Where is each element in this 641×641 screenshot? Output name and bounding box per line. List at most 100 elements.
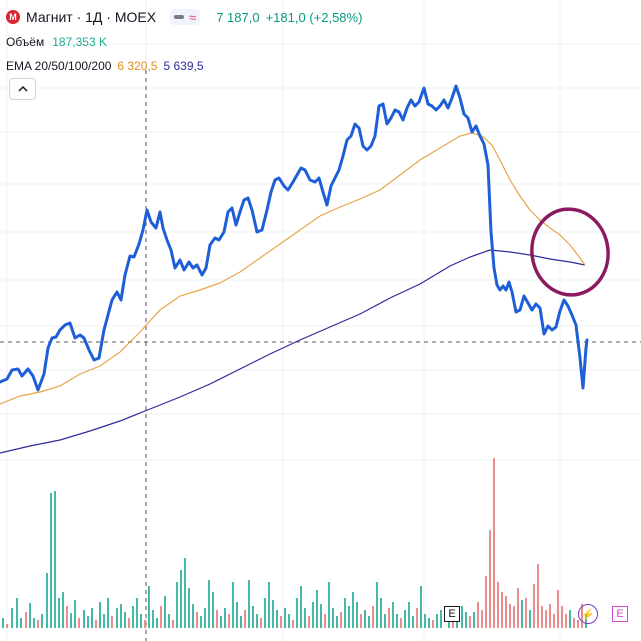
volume-bar bbox=[376, 582, 378, 628]
volume-legend[interactable]: Объём 187,353 K bbox=[6, 35, 107, 49]
approx-icon: ≈ bbox=[189, 9, 197, 25]
volume-bar bbox=[288, 614, 290, 628]
volume-bar bbox=[344, 598, 346, 628]
compare-toggle[interactable]: ≈ bbox=[170, 9, 201, 25]
volume-bar bbox=[324, 614, 326, 628]
symbol-legend[interactable]: M Магнит · 1Д · MOEX ≈ 7 187,0 +181,0 (+… bbox=[6, 9, 362, 25]
volume-bar bbox=[70, 613, 72, 628]
volume-bar bbox=[304, 608, 306, 628]
volume-bar bbox=[356, 602, 358, 628]
volume-bar bbox=[392, 602, 394, 628]
hand-drawn-circle-annotation[interactable] bbox=[526, 204, 613, 300]
volume-bar bbox=[501, 592, 503, 628]
volume-bar bbox=[485, 576, 487, 628]
volume-bar bbox=[364, 610, 366, 628]
volume-bar bbox=[372, 606, 374, 628]
volume-bar bbox=[424, 614, 426, 628]
volume-bar bbox=[557, 590, 559, 628]
volume-bar bbox=[78, 618, 80, 628]
volume-bar bbox=[489, 530, 491, 628]
volume-bar bbox=[212, 592, 214, 628]
volume-bar bbox=[240, 616, 242, 628]
events-button[interactable]: E bbox=[444, 606, 460, 622]
flash-icon[interactable]: ⚡ bbox=[578, 604, 598, 624]
volume-bar bbox=[284, 608, 286, 628]
volume-bar bbox=[408, 602, 410, 628]
volume-bar bbox=[192, 604, 194, 628]
volume-bar bbox=[132, 606, 134, 628]
volume-bar bbox=[11, 608, 13, 628]
volume-bar bbox=[336, 616, 338, 628]
volume-bar bbox=[128, 618, 130, 628]
volume-bar bbox=[465, 612, 467, 628]
volume-bar bbox=[74, 600, 76, 628]
volume-bar bbox=[276, 610, 278, 628]
volume-bar bbox=[432, 620, 434, 628]
volume-bar bbox=[505, 596, 507, 628]
volume-bar bbox=[537, 564, 539, 628]
price-change: +181,0 (+2,58%) bbox=[265, 9, 363, 25]
volume-bar bbox=[220, 616, 222, 628]
volume-bar bbox=[228, 614, 230, 628]
volume-bar bbox=[448, 616, 450, 628]
collapse-legend-button[interactable] bbox=[9, 78, 36, 100]
volume-bar bbox=[46, 573, 48, 628]
volume-bar bbox=[420, 586, 422, 628]
volume-bar bbox=[156, 618, 158, 628]
volume-bar bbox=[20, 618, 22, 628]
volume-bar bbox=[332, 608, 334, 628]
volume-bar bbox=[272, 600, 274, 628]
volume-bar bbox=[16, 598, 18, 628]
volume-bar bbox=[340, 612, 342, 628]
ema-value-2: 5 639,5 bbox=[163, 59, 204, 73]
earnings-button[interactable]: E bbox=[612, 606, 628, 622]
volume-bar bbox=[236, 602, 238, 628]
volume-bar bbox=[461, 606, 463, 628]
volume-bar bbox=[25, 612, 27, 628]
volume-bar bbox=[224, 608, 226, 628]
ema-label: EMA 20/50/100/200 bbox=[6, 59, 112, 73]
volume-bar bbox=[308, 616, 310, 628]
volume-bar bbox=[473, 612, 475, 628]
volume-bar bbox=[316, 590, 318, 628]
volume-bar bbox=[569, 610, 571, 628]
ema-100-line bbox=[0, 132, 586, 405]
volume-bar bbox=[360, 614, 362, 628]
volume-bar bbox=[416, 608, 418, 628]
volume-bar bbox=[116, 608, 118, 628]
volume-bar bbox=[456, 618, 458, 628]
volume-bar bbox=[328, 582, 330, 628]
volume-bar bbox=[256, 614, 258, 628]
volume-bar bbox=[380, 598, 382, 628]
ema-200-line bbox=[0, 249, 586, 454]
volume-bar bbox=[260, 618, 262, 628]
volume-bar bbox=[144, 620, 146, 628]
symbol-title[interactable]: Магнит · 1Д · MOEX bbox=[26, 9, 157, 25]
volume-bar bbox=[58, 598, 60, 628]
volume-bar bbox=[103, 614, 105, 628]
volume-bar bbox=[37, 620, 39, 628]
volume-bar bbox=[232, 582, 234, 628]
volume-bar bbox=[164, 596, 166, 628]
volume-bar bbox=[148, 586, 150, 628]
volume-bar bbox=[252, 606, 254, 628]
volume-bar bbox=[136, 598, 138, 628]
volume-bar bbox=[160, 606, 162, 628]
volume-bar bbox=[533, 584, 535, 628]
volume-bar bbox=[180, 570, 182, 628]
volume-label: Объём bbox=[6, 35, 45, 49]
volume-bar bbox=[33, 618, 35, 628]
volume-bar bbox=[412, 616, 414, 628]
minus-icon bbox=[174, 15, 185, 19]
volume-bar bbox=[384, 614, 386, 628]
volume-bar bbox=[452, 622, 454, 628]
volume-bar bbox=[200, 616, 202, 628]
volume-bar bbox=[87, 616, 89, 628]
volume-bar bbox=[517, 588, 519, 628]
ema-legend[interactable]: EMA 20/50/100/200 6 320,5 5 639,5 bbox=[6, 59, 204, 73]
volume-bar bbox=[573, 618, 575, 628]
volume-bar bbox=[529, 610, 531, 628]
volume-bar bbox=[525, 598, 527, 628]
